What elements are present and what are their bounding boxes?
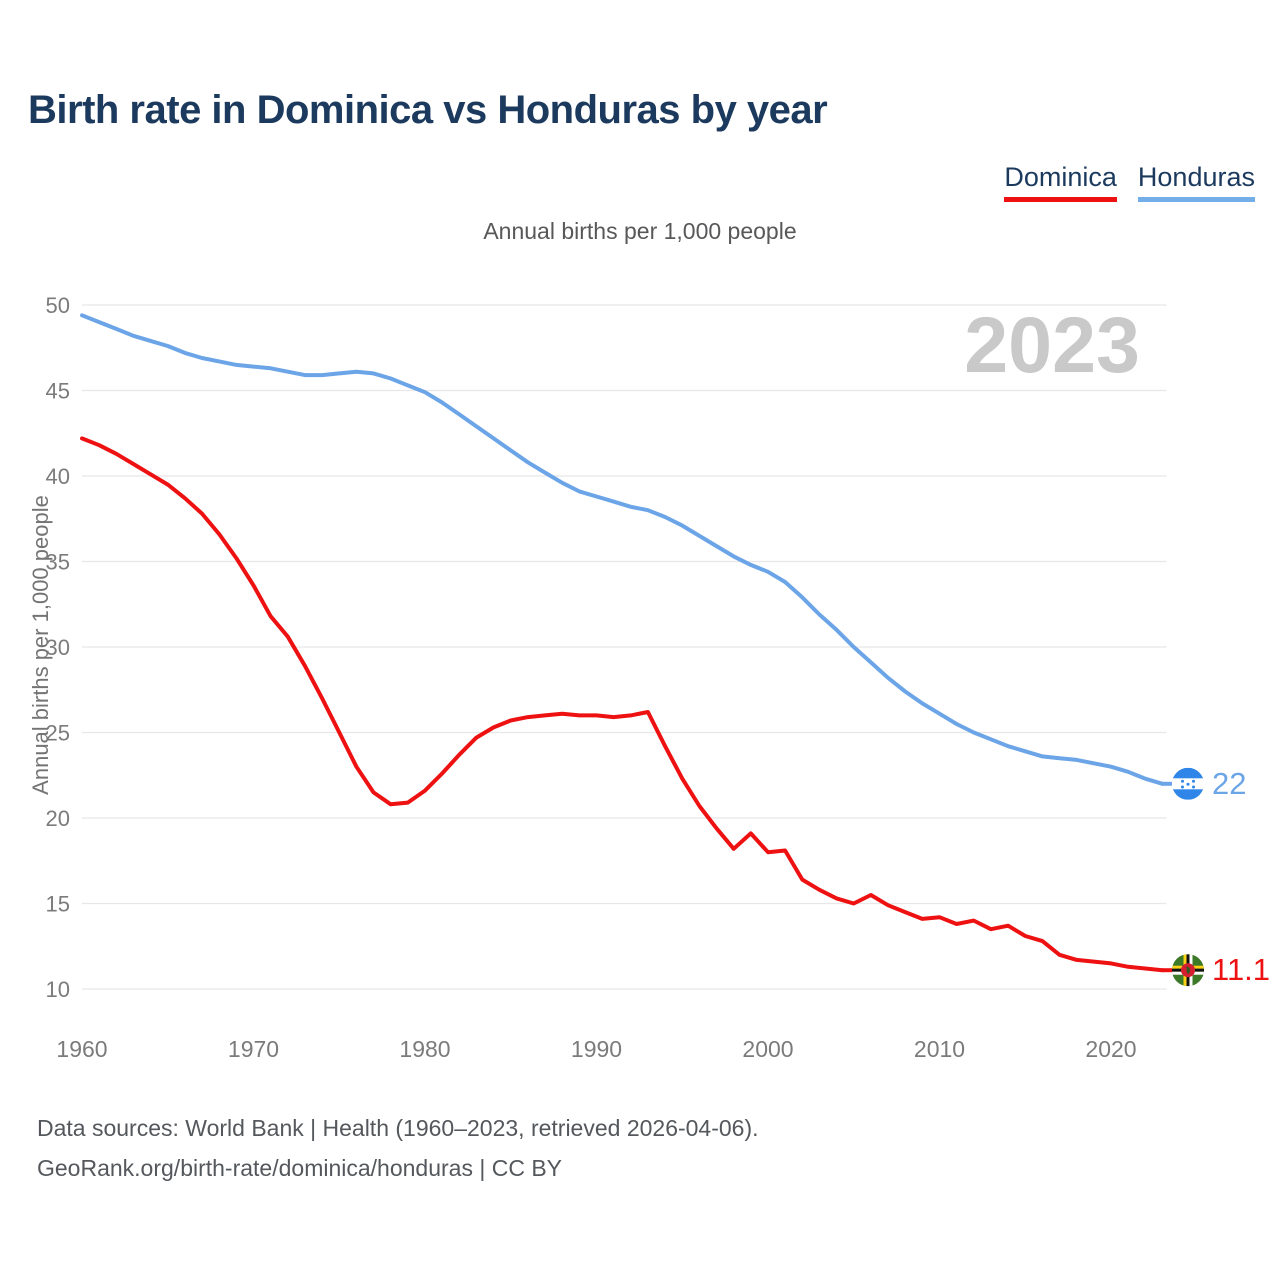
end-value-label-dominica: 11.1: [1212, 952, 1270, 987]
y-tick-label: 40: [46, 464, 70, 489]
x-tick-label: 1990: [571, 1036, 622, 1062]
legend-label-dominica: Dominica: [1004, 162, 1117, 192]
y-tick-label: 45: [46, 379, 70, 404]
y-tick-label: 50: [46, 293, 70, 318]
y-tick-label: 30: [46, 635, 70, 660]
y-tick-label: 10: [46, 977, 70, 1002]
series-line-dominica: [80, 436, 1165, 973]
gridlines: [82, 304, 1167, 990]
legend-underline-honduras: [1137, 196, 1255, 202]
footer-sources-line: Data sources: World Bank | Health (1960–…: [37, 1115, 759, 1141]
x-tick-label: 2020: [1085, 1036, 1136, 1062]
y-tick-label: 35: [46, 550, 70, 575]
x-tick-label: 1960: [56, 1036, 107, 1062]
x-tick-label: 1970: [228, 1036, 279, 1062]
x-tick-label: 1980: [399, 1036, 450, 1062]
x-tick-label: 2000: [742, 1036, 793, 1062]
legend-item-dominica[interactable]: Dominica: [1004, 162, 1117, 202]
x-axis-tick-labels: 1960 1970 1980 1990 2000 2010 2020: [56, 1036, 1136, 1062]
dominica-flag-end-marker: 11.1: [1162, 952, 1270, 987]
legend-underline-dominica: [1004, 196, 1117, 202]
y-tick-label: 25: [46, 721, 70, 746]
footer: Data sources: World Bank | Health (1960–…: [37, 1108, 759, 1188]
footer-attribution-line: GeoRank.org/birth-rate/dominica/honduras…: [37, 1155, 563, 1181]
legend-label-honduras: Honduras: [1137, 162, 1255, 192]
legend-item-honduras[interactable]: Honduras: [1137, 162, 1255, 202]
watermark-year: 2023: [964, 300, 1140, 389]
chart-title: Birth rate in Dominica vs Honduras by ye…: [28, 88, 828, 132]
chart-subtitle: Annual births per 1,000 people: [483, 218, 797, 244]
y-axis-title: Annual births per 1,000 people: [28, 495, 53, 795]
y-tick-label: 15: [46, 892, 70, 917]
y-axis-tick-labels: 10 15 20 25 30 35 40 45 50: [46, 293, 70, 1002]
end-value-label-honduras: 22: [1212, 766, 1246, 801]
dominica-flag-icon: [1172, 954, 1204, 987]
legend: Dominica Honduras: [1004, 162, 1255, 202]
series-line-honduras: [80, 313, 1165, 786]
y-tick-label: 20: [46, 806, 70, 831]
honduras-flag-end-marker: 22: [1162, 766, 1246, 801]
honduras-flag-icon: [1172, 767, 1204, 800]
x-tick-label: 2010: [914, 1036, 965, 1062]
